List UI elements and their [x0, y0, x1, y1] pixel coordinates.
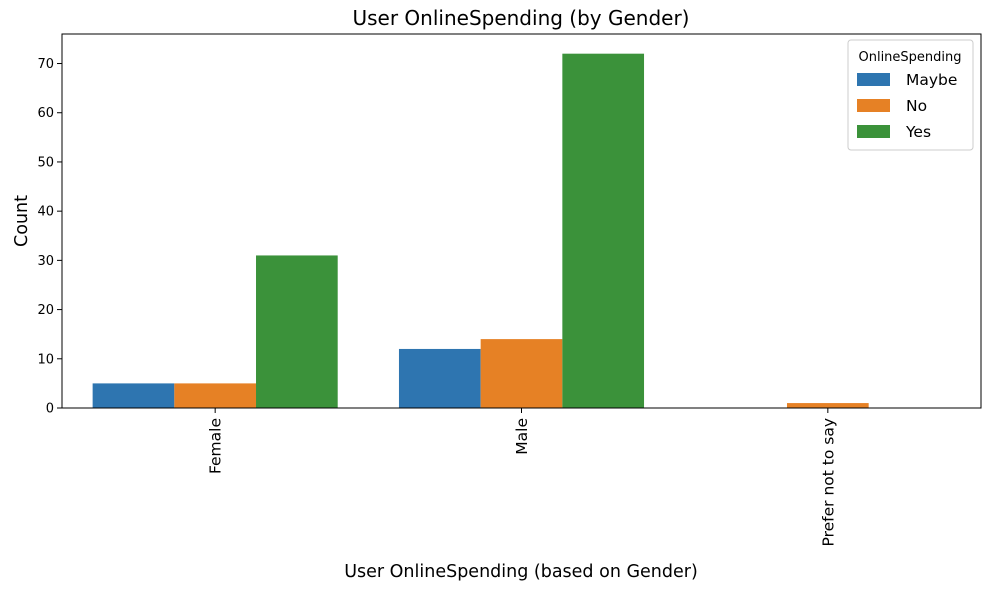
- bar-no-male: [480, 339, 563, 408]
- x-tick-label: Male: [513, 418, 531, 455]
- x-tick-label: Prefer not to say: [819, 418, 837, 546]
- legend: OnlineSpending Maybe No Yes: [847, 39, 974, 151]
- legend-items: Maybe No Yes: [857, 71, 957, 141]
- bar-yes-male: [562, 53, 645, 409]
- y-axis-label: Count: [12, 195, 32, 247]
- y-tick-label: 20: [37, 303, 54, 318]
- bar-maybe-female: [92, 383, 175, 408]
- legend-label-no: No: [906, 97, 927, 115]
- y-tick-label: 10: [37, 352, 54, 367]
- x-axis: Female Male Prefer not to say: [207, 408, 837, 546]
- y-tick-label: 40: [37, 205, 54, 220]
- plot-frame: [61, 33, 982, 409]
- bars-group: [92, 53, 869, 409]
- legend-box: [847, 39, 974, 151]
- legend-label-maybe: Maybe: [906, 71, 957, 89]
- x-axis-label: User OnlineSpending (based on Gender): [344, 562, 698, 582]
- y-tick-label: 50: [37, 155, 54, 170]
- legend-label-yes: Yes: [905, 123, 931, 141]
- bar-no-female: [174, 383, 257, 408]
- bar-yes-female: [256, 255, 338, 408]
- bar-maybe-male: [398, 348, 481, 408]
- y-tick-label: 30: [37, 254, 54, 269]
- y-tick-label: 0: [46, 402, 54, 417]
- y-tick-label: 60: [37, 106, 54, 121]
- legend-title: OnlineSpending: [858, 50, 961, 65]
- bar-no-prefer-not-to-say: [786, 403, 869, 408]
- x-tick-label: Female: [207, 418, 225, 474]
- legend-swatch-maybe: [857, 73, 890, 86]
- chart-title: User OnlineSpending (by Gender): [352, 6, 689, 30]
- legend-swatch-yes: [857, 125, 890, 138]
- y-axis: 0 10 20 30 40 50 60 70: [37, 57, 62, 417]
- legend-swatch-no: [857, 99, 890, 112]
- y-tick-label: 70: [37, 57, 54, 72]
